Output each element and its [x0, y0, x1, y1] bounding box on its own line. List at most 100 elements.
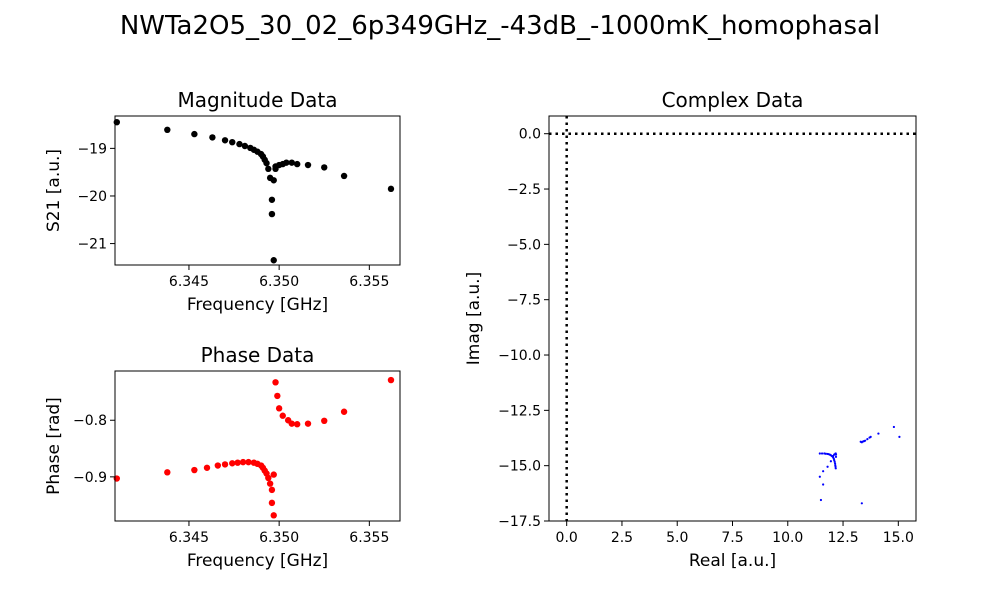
magnitude-axes-frame — [114, 115, 401, 266]
phase-y-axis-label: Phase [rad] — [44, 397, 64, 495]
complex-data-point — [892, 425, 895, 429]
magnitude-y-tick-label: −20 — [77, 189, 107, 205]
magnitude-y-tick-label: −21 — [77, 237, 107, 253]
phase-x-tick-label: 6.350 — [259, 530, 299, 546]
complex-y-tick-label: −2.5 — [507, 182, 541, 198]
phase-data-point — [203, 464, 211, 471]
phase-data-point — [191, 466, 198, 474]
phase-data-point — [275, 405, 283, 412]
phase-data-point — [272, 379, 279, 386]
phase-data-point — [234, 459, 241, 466]
complex-data-point — [824, 452, 827, 455]
phase-data-point — [304, 420, 312, 427]
complex-data-point — [829, 460, 832, 463]
complex-y-tick-label: −15.0 — [498, 459, 541, 475]
complex-data-point — [864, 439, 867, 442]
phase-data-point — [270, 471, 277, 478]
magnitude-data-point — [164, 126, 171, 134]
magnitude-data-point — [283, 159, 290, 166]
complex-data-point — [822, 470, 825, 473]
magnitude-x-tick-label: 6.345 — [169, 274, 209, 290]
complex-data-point — [820, 452, 824, 455]
magnitude-data-point — [340, 172, 348, 180]
magnitude-y-tick-label: −19 — [77, 141, 107, 157]
magnitude-data-point — [270, 257, 277, 264]
magnitude-data-point — [268, 196, 276, 203]
phase-title: Phase Data — [201, 343, 315, 367]
phase-axes-frame — [114, 370, 401, 522]
complex-data-point — [833, 462, 837, 465]
magnitude-data-point — [293, 160, 301, 168]
phase-y-tick-label: −0.8 — [73, 413, 107, 429]
phase-data-point — [245, 458, 252, 466]
phase-data-point — [270, 512, 277, 519]
complex-data-point — [818, 452, 821, 455]
phase-y-tick-label: −0.9 — [73, 470, 107, 486]
complex-data-point — [860, 502, 863, 505]
magnitude-data-point — [263, 159, 270, 167]
complex-x-tick-label: 12.5 — [827, 530, 858, 546]
magnitude-data-point — [229, 138, 236, 146]
complex-x-tick-label: 0.0 — [556, 530, 578, 546]
magnitude-data-point — [270, 177, 277, 184]
magnitude-data-point — [288, 159, 295, 166]
magnitude-panel: Magnitude Data 6.345 6.350 6.355 −19 −20 −21 Fr… — [44, 88, 401, 315]
magnitude-title: Magnitude Data — [177, 88, 337, 112]
phase-x-tick-label: 6.345 — [169, 530, 209, 546]
phase-data-point — [229, 460, 236, 467]
figure-title: NWTa2O5_30_02_6p349GHz_-43dB_-1000mK_hom… — [120, 11, 880, 41]
complex-data-point — [877, 432, 880, 435]
phase-data-point — [268, 499, 276, 507]
magnitude-y-axis-label: S21 [a.u.] — [44, 149, 64, 232]
magnitude-data-point — [304, 161, 312, 169]
magnitude-x-axis-label: Frequency [GHz] — [187, 295, 328, 315]
complex-data-point — [818, 475, 821, 478]
magnitude-data-point — [387, 185, 395, 193]
magnitude-x-tick-label: 6.355 — [349, 274, 389, 290]
complex-data-point — [834, 455, 838, 458]
phase-data-point — [387, 376, 395, 384]
phase-data-point — [288, 420, 295, 427]
phase-data-point — [274, 392, 281, 400]
complex-x-tick-label: 2.5 — [611, 530, 633, 546]
magnitude-x-tick-label: 6.350 — [259, 274, 299, 290]
phase-panel: Phase Data 6.345 6.350 6.355 −0.8 −0.9 Frequen… — [44, 343, 401, 571]
complex-axes-frame — [548, 115, 917, 522]
complex-y-tick-label: −7.5 — [507, 293, 541, 309]
magnitude-data-point — [265, 165, 272, 173]
complex-y-axis-label: Imag [a.u.] — [464, 272, 484, 365]
phase-data-point — [266, 480, 274, 487]
complex-data-point — [834, 467, 837, 470]
complex-x-tick-label: 10.0 — [772, 530, 803, 546]
magnitude-data-point — [221, 137, 229, 144]
complex-data-point — [822, 483, 825, 486]
complex-title: Complex Data — [662, 88, 804, 112]
magnitude-data-point — [191, 130, 198, 138]
complex-y-tick-label: 0.0 — [519, 127, 541, 143]
phase-data-point — [279, 412, 286, 419]
complex-y-tick-label: −5.0 — [507, 237, 541, 253]
complex-data-point — [833, 460, 836, 463]
phase-x-tick-label: 6.355 — [349, 530, 389, 546]
complex-data-point — [819, 498, 823, 502]
magnitude-data-point — [268, 210, 276, 218]
complex-y-tick-label: −10.0 — [498, 348, 541, 364]
magnitude-data-point — [241, 142, 249, 150]
phase-data-point — [268, 486, 276, 494]
phase-data-point — [340, 408, 348, 415]
complex-x-tick-label: 15.0 — [883, 530, 914, 546]
magnitude-data-point — [209, 134, 216, 141]
phase-data-point — [221, 461, 229, 468]
phase-data-point — [164, 469, 171, 476]
complex-x-axis-label: Real [a.u.] — [689, 551, 776, 571]
complex-x-tick-label: 5.0 — [666, 530, 688, 546]
magnitude-data-point — [236, 140, 243, 148]
phase-data-point — [265, 474, 272, 482]
complex-data-point — [866, 438, 869, 441]
complex-data-point — [831, 454, 835, 458]
complex-y-tick-label: −12.5 — [498, 403, 541, 419]
complex-data-point — [826, 465, 829, 468]
complex-y-tick-label: −17.5 — [498, 514, 541, 530]
